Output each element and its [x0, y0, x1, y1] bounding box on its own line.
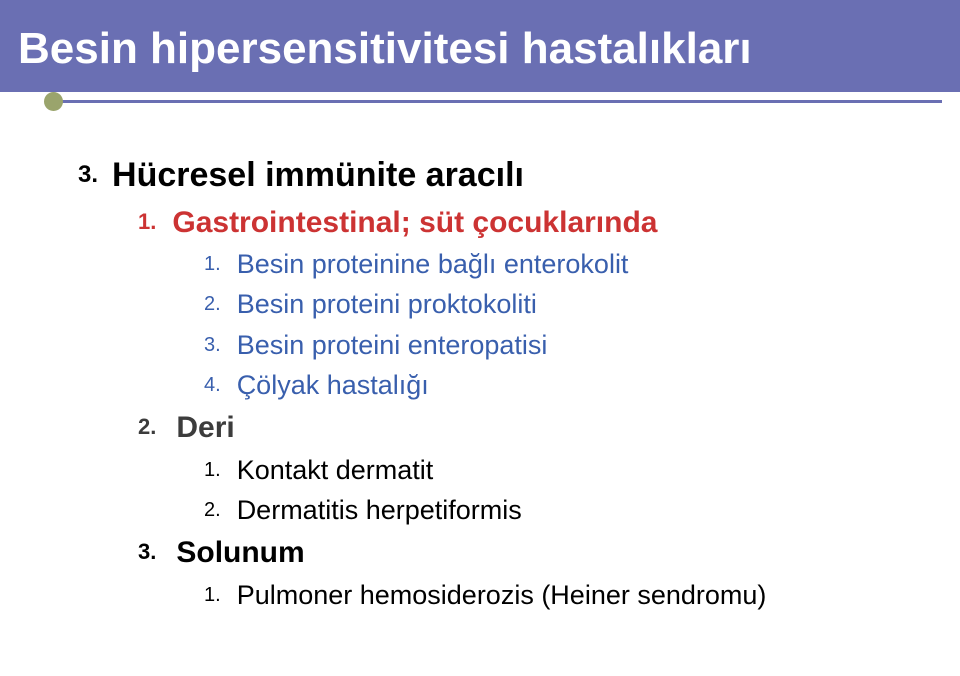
outline-text: Hücresel immünite aracılı [112, 156, 524, 194]
outline-text: Besin proteini proktokoliti [237, 289, 537, 319]
title-rule-bullet [44, 92, 63, 111]
outline-line: 4. Çölyak hastalığı [78, 366, 920, 404]
slide: Besin hipersensitivitesi hastalıkları 3.… [0, 0, 960, 676]
outline-number: 2. [204, 499, 221, 521]
outline-line: 3. Besin proteini enteropatisi [78, 326, 920, 364]
outline-number: 2. [204, 293, 221, 315]
title-rule [0, 92, 960, 126]
outline-line: 1. Gastrointestinal; süt çocuklarında [78, 203, 920, 244]
outline-number: 4. [204, 374, 221, 396]
outline-text: Çölyak hastalığı [237, 370, 429, 400]
outline-text: Kontakt dermatit [237, 455, 434, 485]
outline-text: Besin proteinine bağlı enterokolit [237, 249, 629, 279]
outline-line: 1. Kontakt dermatit [78, 451, 920, 489]
outline-text: Deri [176, 411, 234, 444]
outline-number: 1. [138, 209, 156, 234]
content-area: 3. Hücresel immünite aracılı 1. Gastrointes… [0, 126, 960, 614]
slide-title: Besin hipersensitivitesi hastalıkları [18, 25, 752, 73]
outline-line: 3. Hücresel immünite aracılı [78, 154, 920, 197]
outline-text: Dermatitis herpetiformis [237, 495, 522, 525]
outline-number: 1. [204, 253, 221, 275]
outline-line: 3. Solunum [78, 533, 920, 574]
outline-line: 1. Pulmoner hemosiderozis (Heiner sendrom… [78, 576, 920, 614]
title-rule-line [62, 100, 942, 103]
outline-line: 2. Dermatitis herpetiformis [78, 491, 920, 529]
outline-text: Solunum [176, 536, 304, 569]
outline-text: Pulmoner hemosiderozis (Heiner sendromu) [237, 580, 767, 610]
outline-number: 3. [138, 539, 156, 564]
outline-number: 1. [204, 584, 221, 606]
outline-number: 3. [78, 161, 98, 188]
outline-text: Gastrointestinal; süt çocuklarında [172, 206, 657, 239]
outline-line: 1. Besin proteinine bağlı enterokolit [78, 245, 920, 283]
outline-number: 2. [138, 414, 156, 439]
outline-line: 2. Deri [78, 408, 920, 449]
outline-number: 3. [204, 334, 221, 356]
outline-text: Besin proteini enteropatisi [237, 330, 548, 360]
outline-number: 1. [204, 459, 221, 481]
title-band: Besin hipersensitivitesi hastalıkları [0, 0, 960, 92]
outline-line: 2. Besin proteini proktokoliti [78, 285, 920, 323]
